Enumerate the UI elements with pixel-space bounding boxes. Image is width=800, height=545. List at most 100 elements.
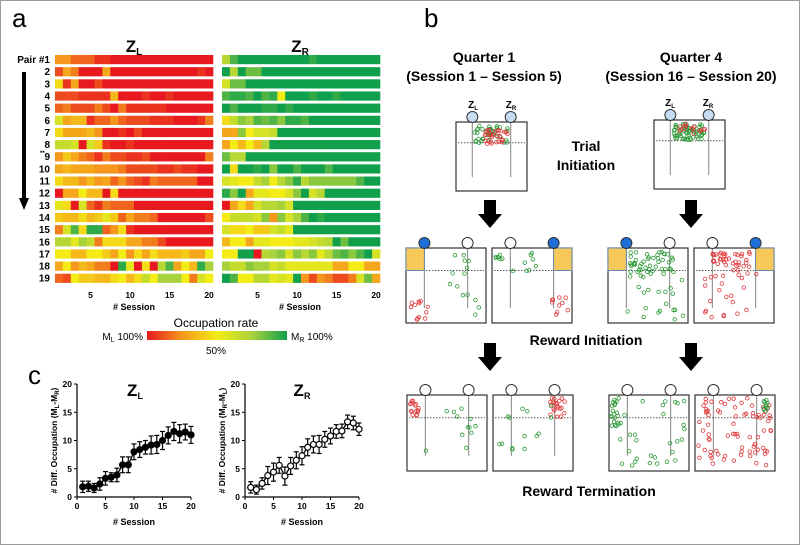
heatmap-cell [277, 237, 286, 247]
heatmap-cell [261, 127, 270, 138]
heatmap-cell [308, 249, 318, 259]
heatmap-cell [181, 91, 190, 101]
heatmap-cell [253, 55, 262, 65]
heatmap-cell [245, 176, 254, 186]
heatmap-cell [237, 212, 246, 223]
trajectory-point [732, 431, 738, 437]
heatmap-cell [364, 67, 373, 77]
heatmap-cell [149, 200, 158, 210]
heatmap-cell [269, 164, 278, 174]
heatmap-cell [229, 127, 239, 138]
trajectory-point [486, 127, 492, 133]
heatmap-cell [364, 273, 373, 283]
y-tick-label: 0 [235, 492, 240, 502]
heatmap-cell [134, 273, 143, 283]
heatmap-cell [197, 200, 206, 210]
heatmap-cell [165, 225, 174, 235]
data-point [164, 431, 172, 440]
trajectory-point [722, 253, 727, 258]
heatmap-cell [348, 200, 357, 210]
heatmap-cell [110, 273, 119, 283]
trajectory-point [493, 254, 499, 260]
trajectory-point [466, 258, 471, 264]
title-main: Z [127, 381, 137, 400]
heatmap-x-tick: 20 [371, 290, 381, 300]
x-tick-label: 0 [75, 501, 80, 511]
heatmap-cell [332, 91, 341, 101]
heatmap-cell [348, 140, 357, 150]
heatmap-cell [110, 188, 119, 198]
trajectory-point [615, 420, 621, 425]
heatmap-cell [55, 67, 64, 77]
y-label-part: # Diff. Occupation (M [49, 408, 59, 493]
heatmap-cell [269, 103, 278, 113]
heatmap-cell [364, 237, 373, 247]
heatmap-cell [301, 237, 310, 247]
heatmap-x-tick: 20 [204, 290, 214, 300]
trajectory-point [476, 136, 481, 142]
heatmap-cell [62, 103, 72, 113]
heatmap-cell [301, 115, 310, 125]
heatmap-cell [55, 200, 64, 210]
heatmap-cell [157, 261, 166, 271]
heatmap-cell [253, 127, 262, 138]
heatmap-cell [157, 273, 166, 283]
heatmap-cell [94, 225, 103, 235]
heatmap-cell [141, 273, 151, 283]
heatmap-cell [245, 261, 254, 271]
nose-poke-port [750, 384, 763, 396]
trajectory-point [609, 414, 614, 419]
heatmap-cell [348, 164, 357, 174]
heatmap-cell [70, 237, 79, 247]
data-point [275, 461, 283, 469]
trajectory-point [723, 262, 729, 268]
heatmap-cell [269, 152, 278, 162]
trajectory-point [622, 412, 627, 418]
trajectory-point [558, 414, 564, 419]
heatmap-cell [316, 79, 325, 89]
y-label-part: -M [49, 395, 59, 405]
data-point [107, 473, 115, 481]
heatmap-cell [181, 103, 190, 113]
heatmap-cell [348, 115, 357, 125]
trajectory-point [670, 449, 675, 455]
heatmap-cell [332, 261, 341, 271]
heatmap-cell [165, 55, 174, 65]
heatmap-cell [110, 237, 119, 247]
heatmap-cell [245, 91, 254, 101]
heatmap-cell [308, 79, 318, 89]
heatmap-zr [222, 55, 381, 283]
heatmap-cell [102, 237, 111, 247]
heatmap-cell [205, 249, 214, 259]
heatmap-cell [189, 176, 198, 186]
trajectory-point [731, 421, 736, 427]
heatmap-cell [308, 261, 318, 271]
heatmap-cell [364, 176, 373, 186]
heatmap-cell [189, 79, 198, 89]
trajectory-point [485, 138, 491, 144]
heatmap-x-tick: 5 [88, 290, 93, 300]
heatmap-cell [293, 261, 302, 271]
trajectory-point [522, 260, 527, 265]
trajectory-point [646, 287, 651, 293]
trajectory-point [719, 281, 725, 286]
heatmap-cell [86, 67, 95, 77]
heatmap-cell [229, 188, 239, 198]
heatmap-cell [222, 152, 231, 162]
data-point [84, 482, 93, 490]
heatmap-cell [340, 140, 349, 150]
trajectory-point [755, 447, 761, 452]
nose-poke-port [504, 111, 517, 123]
heatmap-cell [86, 188, 95, 198]
heatmap-cell [149, 79, 158, 89]
trajectory-point [625, 309, 630, 314]
heatmap-cell [118, 91, 127, 101]
heatmap-cell [293, 212, 302, 223]
heatmap-cell [245, 225, 254, 235]
trajectory-point [687, 126, 693, 131]
trajectory-point [510, 447, 515, 452]
heatmap-cell [269, 188, 278, 198]
trajectory-point [636, 284, 641, 290]
heatmap-cell [277, 212, 286, 223]
pair-order-arrow [19, 72, 29, 210]
